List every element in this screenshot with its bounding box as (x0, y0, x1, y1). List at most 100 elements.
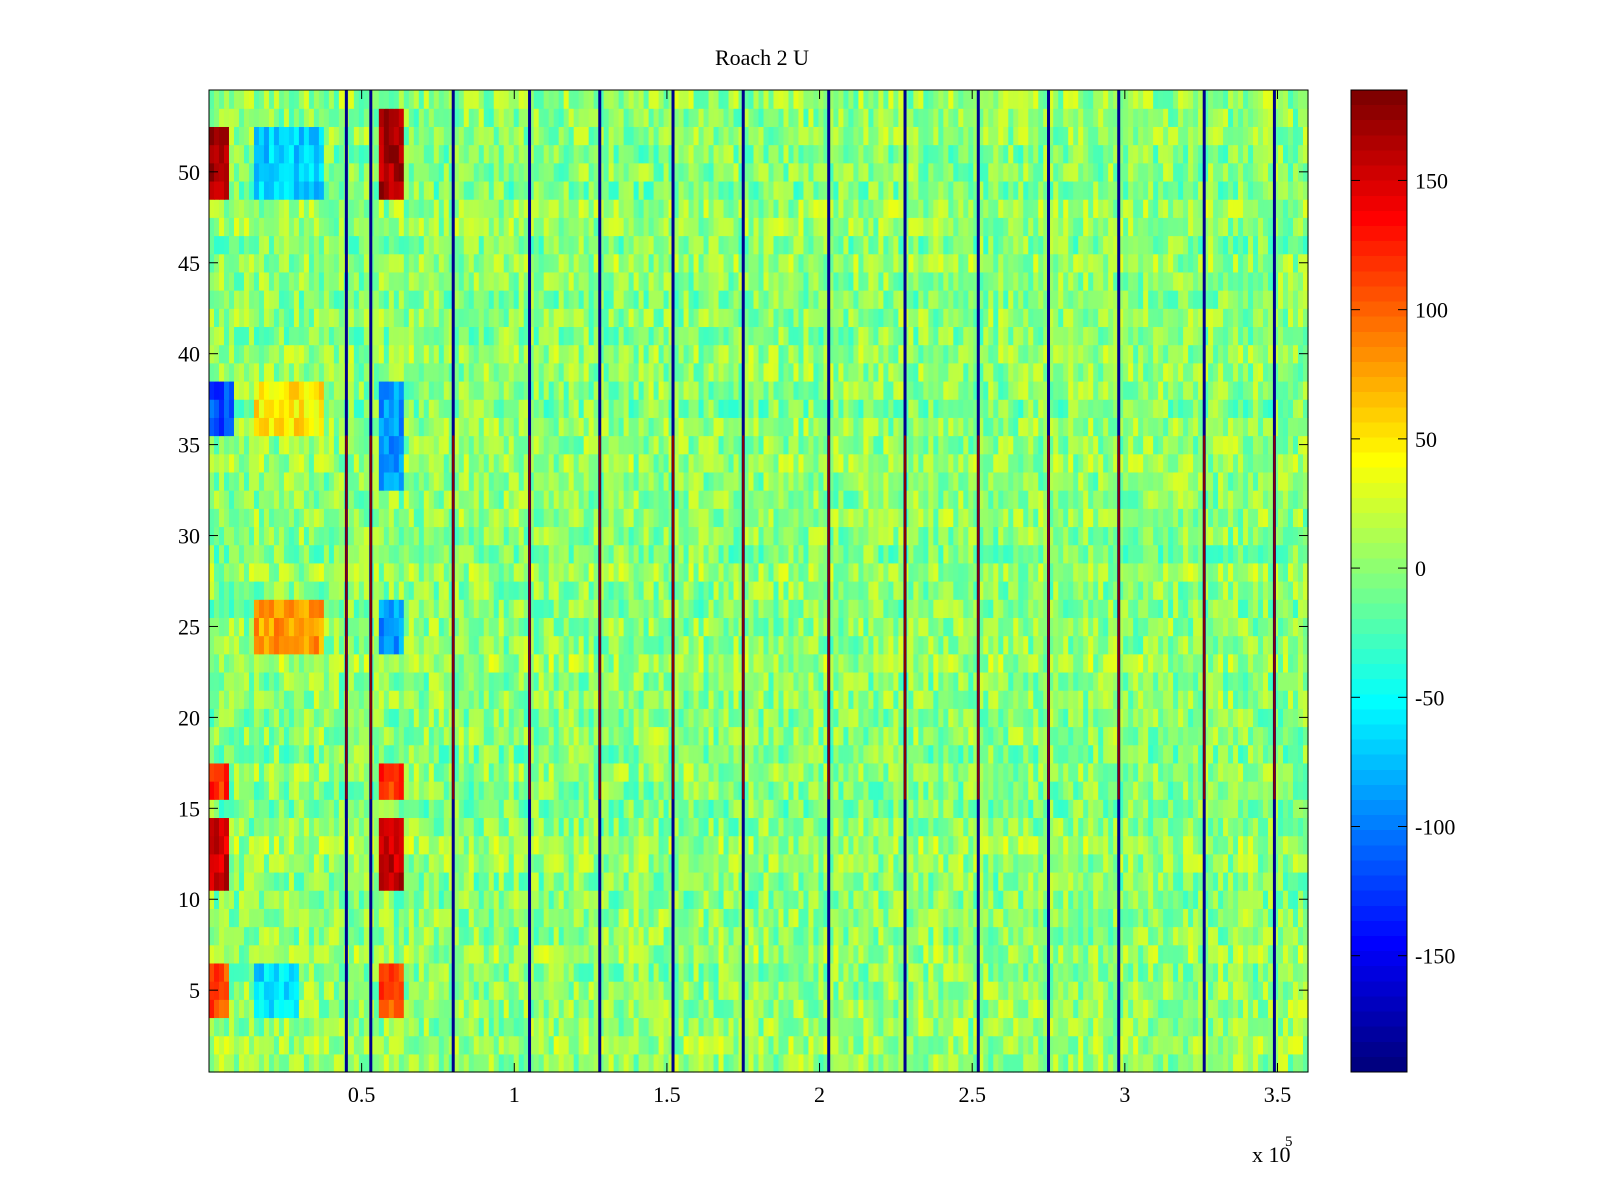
heatmap-cell (928, 908, 934, 928)
heatmap-cell (1228, 726, 1234, 746)
heatmap-cell (268, 781, 275, 800)
heatmap-cell (214, 908, 220, 928)
heatmap-cell (758, 817, 765, 837)
heatmap-cell (1048, 1017, 1054, 1037)
heatmap-cell (623, 671, 630, 691)
heatmap-cell (1073, 944, 1079, 964)
heatmap-cell (1283, 926, 1289, 946)
heatmap-cell (848, 726, 855, 746)
heatmap-cell (373, 762, 380, 782)
heatmap-cell (408, 726, 415, 746)
heatmap-cell (323, 835, 330, 855)
heatmap-cell (578, 944, 585, 964)
heatmap-cell (473, 962, 480, 982)
heatmap-cell (503, 999, 510, 1019)
heatmap-cell (1093, 835, 1099, 855)
heatmap-cell (833, 690, 840, 709)
heatmap-cell (783, 690, 790, 709)
heatmap-cell (638, 817, 645, 837)
heatmap-cell (828, 890, 835, 909)
heatmap-cell (258, 962, 265, 982)
heatmap-cell (348, 871, 355, 891)
heatmap-cell (843, 1053, 850, 1073)
heatmap-cell (723, 944, 730, 964)
heatmap-cell (1268, 853, 1274, 873)
heatmap-cell (1253, 817, 1259, 837)
heatmap-cell (503, 708, 510, 728)
heatmap-cell (438, 799, 445, 819)
heatmap-cell (968, 908, 974, 928)
heatmap-cell (214, 962, 220, 982)
heatmap-cell (978, 708, 984, 728)
heatmap-cell (898, 653, 904, 673)
heatmap-cell (1268, 981, 1274, 1000)
heatmap-cell (413, 781, 420, 800)
heatmap-cell (1193, 817, 1199, 837)
heatmap-cell (528, 671, 535, 691)
heatmap-cell (1163, 944, 1169, 964)
heatmap-cell (563, 890, 570, 909)
heatmap-cell (1203, 981, 1209, 1000)
heatmap-cell (478, 853, 485, 873)
heatmap-cell (758, 744, 765, 764)
heatmap-cell (898, 781, 904, 800)
heatmap-cell (798, 653, 805, 673)
heatmap-cell (263, 1053, 270, 1073)
heatmap-cell (743, 799, 750, 819)
heatmap-cell (253, 871, 260, 891)
heatmap-cell (978, 962, 984, 982)
heatmap-cell (838, 817, 845, 837)
heatmap-cell (888, 890, 894, 909)
heatmap-cell (233, 1053, 240, 1073)
heatmap-cell (773, 744, 780, 764)
heatmap-cell (993, 926, 999, 946)
heatmap-cell (1008, 1053, 1014, 1073)
heatmap-cell (978, 781, 984, 800)
heatmap-cell (958, 890, 964, 909)
heatmap-cell (823, 671, 830, 691)
heatmap-cell (583, 962, 590, 982)
heatmap-cell (498, 744, 505, 764)
heatmap-cell (968, 1017, 974, 1037)
heatmap-cell (723, 799, 730, 819)
heatmap-cell (898, 944, 904, 964)
heatmap-cell (768, 1053, 775, 1073)
heatmap-cell (1298, 762, 1304, 782)
heatmap-cell (1278, 744, 1284, 764)
heatmap-cell (698, 908, 705, 928)
heatmap-cell (253, 744, 260, 764)
heatmap-cell (278, 908, 285, 928)
heatmap-cell (1198, 781, 1204, 800)
heatmap-cell (333, 817, 340, 837)
heatmap-cell (563, 962, 570, 982)
heatmap-cell (718, 690, 725, 709)
heatmap-cell (603, 817, 610, 837)
heatmap-cell (818, 690, 825, 709)
heatmap-cell (1303, 871, 1309, 891)
heatmap-cell (1268, 671, 1274, 691)
heatmap-cell (258, 835, 265, 855)
heatmap-cell (583, 671, 590, 691)
heatmap-cell (613, 671, 620, 691)
heatmap-cell (1238, 744, 1244, 764)
heatmap-cell (283, 1053, 290, 1073)
heatmap-cell (378, 653, 385, 673)
heatmap-cell (773, 1035, 780, 1055)
heatmap-cell (888, 781, 894, 800)
heatmap-cell (993, 835, 999, 855)
heatmap-cell (548, 908, 555, 928)
heatmap-cell (278, 871, 285, 891)
heatmap-cell (1058, 744, 1064, 764)
heatmap-cell (393, 817, 400, 837)
heatmap-cell (758, 981, 765, 1000)
heatmap-cell (1218, 744, 1224, 764)
heatmap-cell (738, 944, 745, 964)
heatmap-cell (308, 1035, 315, 1055)
heatmap-cell (808, 835, 815, 855)
heatmap-cell (763, 890, 770, 909)
heatmap-cell (1208, 944, 1214, 964)
heatmap-cell (768, 853, 775, 873)
heatmap-cell (573, 853, 580, 873)
heatmap-cell (648, 781, 655, 800)
heatmap-cell (798, 762, 805, 782)
